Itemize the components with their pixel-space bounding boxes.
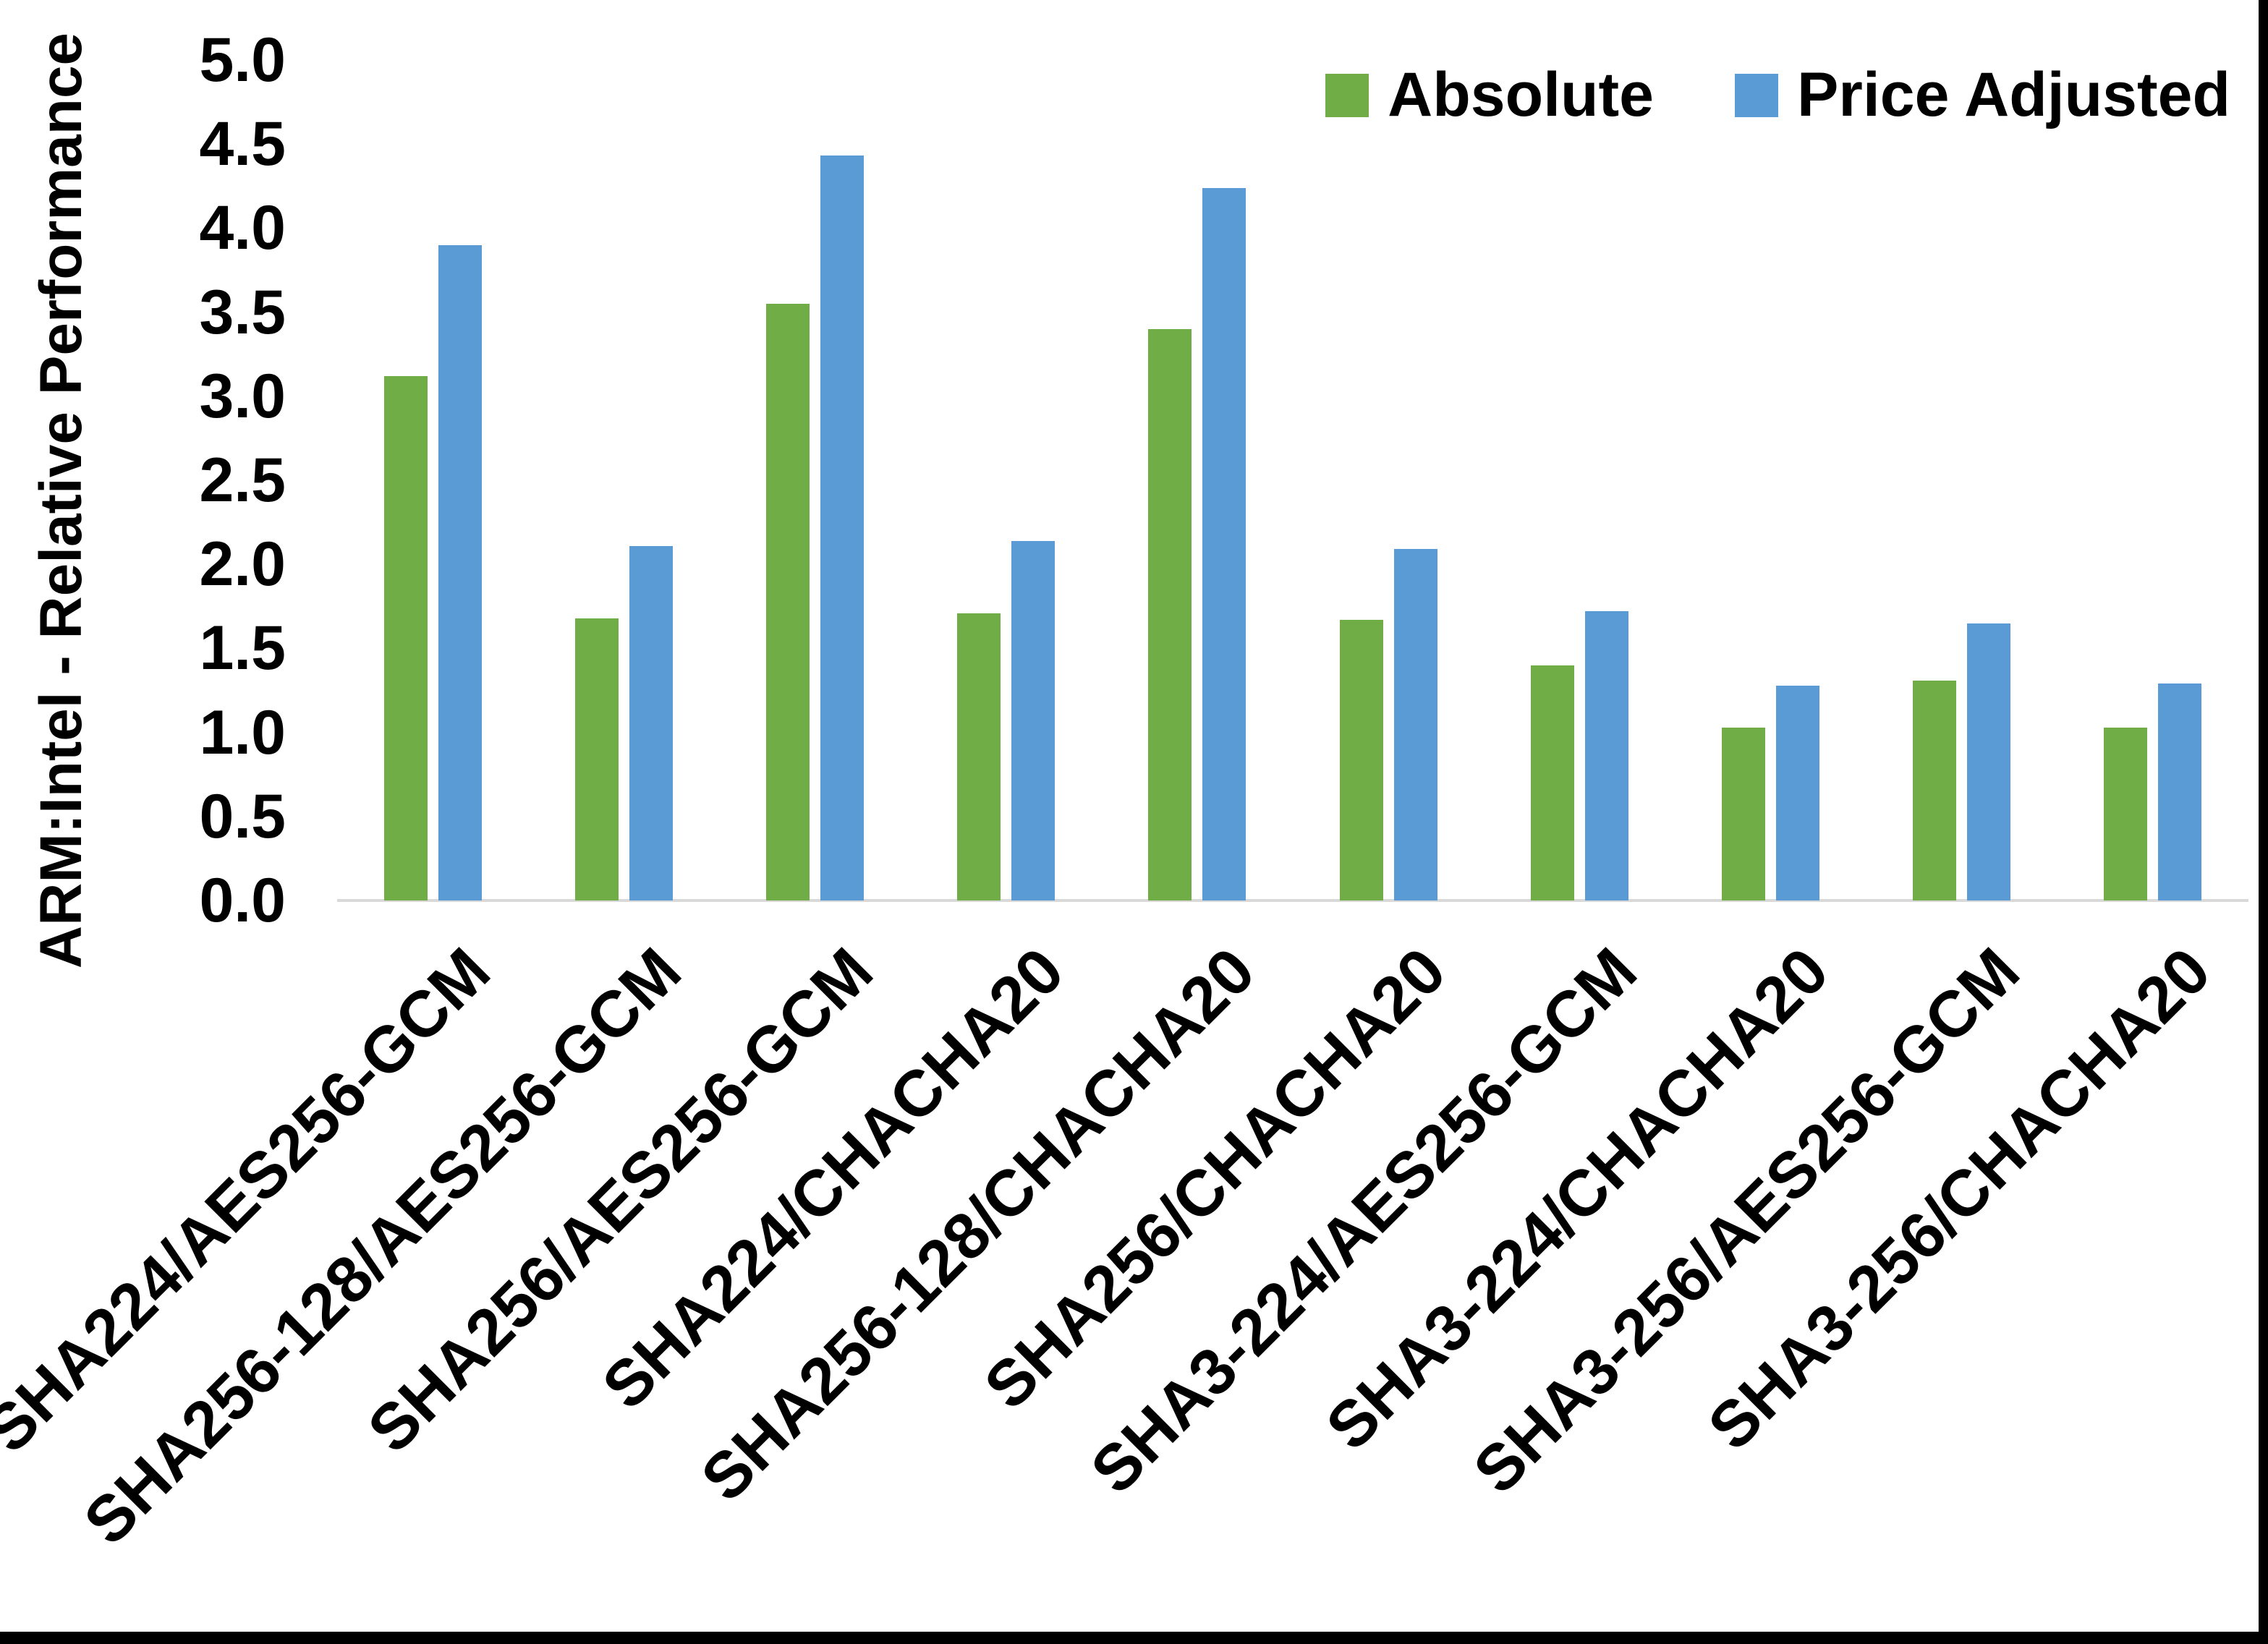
screenshot-bottom-border	[0, 1632, 2268, 1644]
y-tick-label: 2.0	[199, 529, 286, 600]
y-tick-label: 1.5	[199, 613, 286, 683]
bar-price-adjusted-0	[438, 245, 482, 900]
bar-price-adjusted-3	[1011, 541, 1055, 900]
y-tick-label: 0.0	[199, 866, 286, 935]
y-tick-label: 4.5	[199, 109, 286, 179]
bar-price-adjusted-5	[1394, 549, 1437, 900]
legend-label: Price Adjusted	[1797, 60, 2230, 129]
legend-label: Absolute	[1388, 60, 1655, 129]
bar-absolute-1	[575, 618, 619, 900]
legend: Absolute Price Adjusted	[1325, 59, 2230, 131]
bar-absolute-4	[1148, 329, 1192, 900]
bar-absolute-7	[1722, 728, 1765, 900]
bar-price-adjusted-1	[629, 546, 673, 900]
bar-price-adjusted-4	[1202, 188, 1246, 900]
y-tick-label: 1.0	[199, 697, 286, 767]
bar-price-adjusted-7	[1776, 686, 1819, 900]
bar-price-adjusted-2	[820, 156, 864, 900]
screenshot-right-border	[2259, 0, 2268, 1644]
y-tick-label: 3.0	[199, 361, 286, 431]
bar-price-adjusted-8	[1967, 623, 2010, 900]
y-tick-label: 5.0	[199, 25, 286, 95]
legend-item-absolute: Absolute	[1325, 59, 1654, 131]
bar-price-adjusted-6	[1585, 611, 1628, 900]
y-tick-label: 3.5	[199, 277, 286, 347]
bar-absolute-8	[1913, 681, 1956, 900]
bar-price-adjusted-9	[2158, 683, 2201, 900]
legend-swatch-icon	[1325, 73, 1369, 117]
bar-absolute-9	[2104, 728, 2147, 900]
y-tick-label: 4.0	[199, 193, 286, 263]
bar-absolute-0	[384, 376, 428, 900]
legend-item-price-adjusted: Price Adjusted	[1735, 59, 2230, 131]
bar-absolute-5	[1340, 620, 1383, 900]
bar-absolute-2	[766, 304, 810, 900]
bar-absolute-3	[957, 613, 1001, 900]
y-axis-title: ARM:Intel - Relative Performance	[28, 32, 94, 969]
y-tick-label: 0.5	[199, 781, 286, 851]
y-tick-label: 2.5	[199, 446, 286, 515]
bar-absolute-6	[1531, 665, 1574, 900]
x-axis-line	[337, 899, 2248, 902]
legend-swatch-icon	[1735, 73, 1779, 117]
